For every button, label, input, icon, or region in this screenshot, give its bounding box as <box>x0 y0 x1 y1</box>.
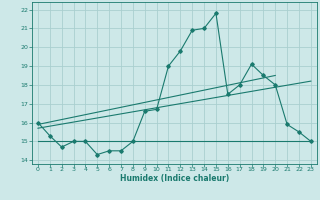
X-axis label: Humidex (Indice chaleur): Humidex (Indice chaleur) <box>120 174 229 183</box>
